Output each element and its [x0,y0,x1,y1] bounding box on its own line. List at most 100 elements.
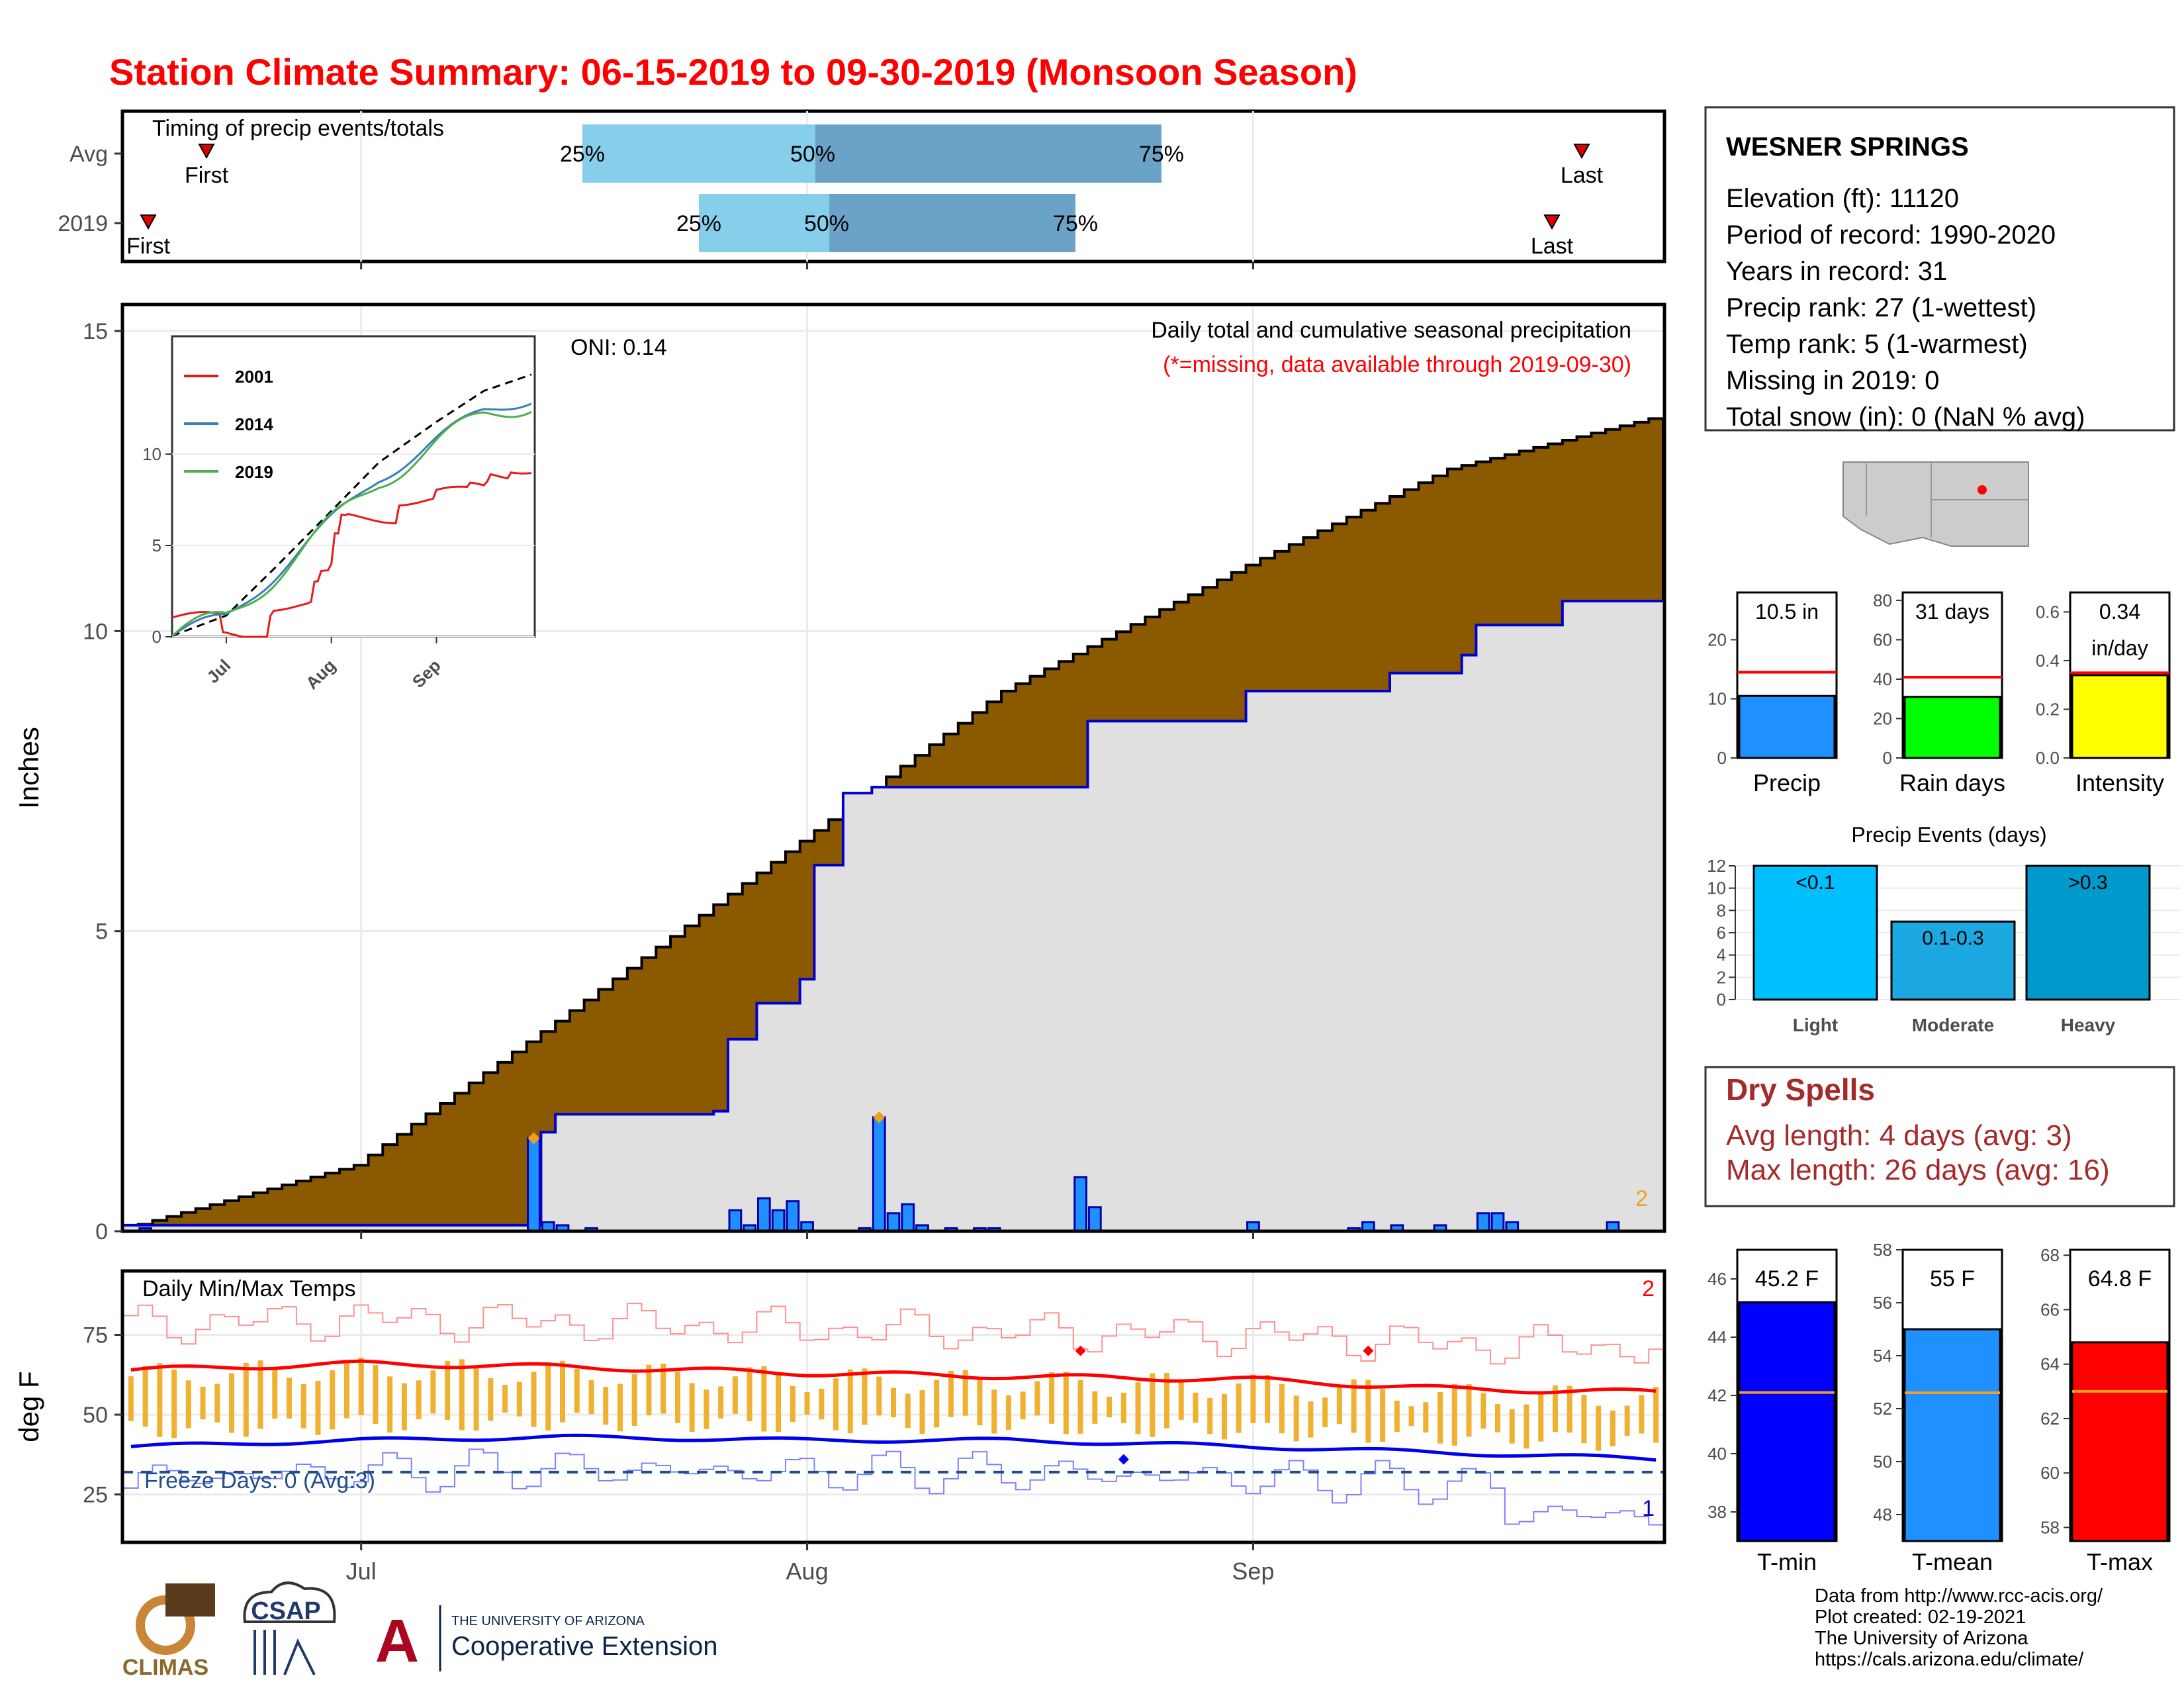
y-tick-label: 5 [95,919,108,945]
summary-y-tick-label: 10 [1707,689,1727,709]
dry-spells-title: Dry Spells [1726,1072,1875,1107]
daily-temp-range-bar [516,1382,522,1417]
event-bar [1752,865,1878,1001]
daily-temp-range-bar [1610,1410,1615,1446]
timing-band-upper [829,194,1075,252]
station-box [1704,106,2175,432]
summary-y-tick-label: 0.2 [2036,699,2060,719]
summary-y-tick-label: 60 [1873,630,1892,649]
daily-temp-range-bar [1063,1372,1069,1434]
summary-value-label: 0.34 [2099,600,2140,624]
station-info-line: Period of record: 1990-2020 [1726,220,2056,250]
daily-temp-range-bar [991,1389,997,1434]
temp-summary-y-tick-label: 44 [1707,1327,1727,1347]
daily-temp-range-bar [646,1364,652,1416]
temp-summary-y-tick-label: 62 [2040,1409,2060,1429]
daily-temp-range-bar [962,1370,968,1416]
event-bar-label: >0.3 [2068,872,2107,894]
temp-summary-bar [1903,1328,2001,1542]
daily-temp-range-bar [732,1376,738,1414]
daily-temp-range-bar [1034,1381,1040,1416]
chart-header: Daily total and cumulative seasonal prec… [1151,318,1631,343]
temp-summary-label: T-mean [1912,1548,1993,1575]
record-low-marker [1118,1454,1129,1465]
inset-series-2019 [171,410,532,637]
corner-top-count: 2 [1642,1276,1655,1301]
temp-summary-y-tick-label: 60 [2040,1463,2060,1483]
credit-line: Plot created: 02-19-2021 [1815,1607,2026,1628]
credit-line: https://cals.arizona.edu/climate/ [1815,1649,2084,1670]
daily-temp-range-bar [214,1383,220,1423]
summary-value-label: 10.5 in [1755,600,1819,624]
precip-panel: 0 5 10 15 Inches Daily total and cumulative s… [13,303,1666,1244]
temp-summary-y-tick-label: 58 [2040,1517,2060,1537]
daily-temp-range-bar [1236,1383,1242,1433]
daily-temp-range-bar [330,1370,336,1430]
inset-legend-label: 2019 [235,462,273,482]
daily-temp-range-bar [977,1378,983,1426]
oni-label: ONI: 0.14 [570,335,667,360]
inset-x-tick-label: Jul [203,655,234,687]
precip-panel-frame [120,303,1666,1233]
temp-summary-y-tick-label: 48 [1873,1505,1892,1524]
cumulative-2019-line [124,600,1663,1227]
timing-band-upper [815,124,1161,183]
event-bar-label: <0.1 [1796,872,1835,894]
station-name: WESNER SPRINGS [1726,132,1969,162]
temp-y-tick-label: 50 [83,1403,108,1428]
station-location-dot [1978,485,1987,494]
daily-temp-range-bar [272,1367,278,1419]
temp-summary-value: 45.2 F [1755,1266,1819,1291]
daily-precip-bar [1490,1212,1505,1233]
timing-row-label: Avg [69,142,108,167]
cumulative-2019-area [124,601,1663,1231]
station-info-line: Precip rank: 27 (1-wettest) [1726,293,2036,322]
location-map [1843,461,2029,547]
record-high-marker [1363,1345,1374,1356]
summary-label: Intensity [2075,769,2164,796]
timing-band-lower [699,194,829,252]
last-event-marker [1573,144,1590,160]
temp-summary-y-tick-label: 40 [1707,1444,1727,1464]
page-title: Station Climate Summary: 06-15-2019 to 0… [109,51,1357,93]
map-borders [1866,462,2028,538]
temp-y-axis-label: deg F [13,1371,44,1442]
events-y-tick-label: 4 [1717,945,1726,965]
daily-temp-range-bar [300,1383,306,1429]
inset-legend-label: 2001 [235,367,273,387]
daily-temp-range-bar [1509,1409,1515,1444]
daily-temp-range-bar [776,1374,782,1432]
record-low-line [124,1448,1663,1526]
daily-temp-range-bar [862,1368,868,1425]
daily-temp-range-bar [1250,1374,1256,1423]
daily-precip-bar [1087,1206,1102,1233]
corner-count: 2 [1635,1186,1648,1211]
temp-label: Daily Min/Max Temps [142,1276,355,1301]
credits: Data from http://www.rcc-acis.org/Plot c… [1815,1585,2103,1670]
temp-x-tick-label: Sep [1232,1558,1274,1585]
first-event-marker [140,214,157,230]
daily-temp-range-bar [905,1393,911,1429]
daily-temp-range-bar [1408,1406,1414,1427]
daily-temp-range-bar [1049,1372,1055,1424]
daily-temp-range-bar [1567,1385,1572,1433]
daily-temp-range-bar [1077,1380,1083,1434]
precip-events-chart: Precip Events (days) <0.1 Light 0.1-0.3 Mode… [1707,823,2181,1035]
summary-y-tick-label: 80 [1873,590,1892,610]
daily-temp-range-bar [1092,1391,1098,1424]
freeze-days-label: Freeze Days: 0 (Avg:3) [144,1468,375,1493]
summary-y-tick-label: 0.4 [2036,651,2060,671]
daily-precip-bar [1073,1176,1087,1233]
daily-precip-bar [527,1137,541,1233]
station-info-line: Years in record: 31 [1726,257,1947,286]
temp-summary-y-tick-label: 58 [1873,1240,1892,1260]
average-tmax-line [130,1359,1657,1395]
daily-temp-range-bar [1380,1389,1386,1442]
daily-temp-range-bar [1552,1385,1558,1432]
daily-temp-range-bar [1221,1393,1227,1440]
daily-temp-range-bar [1107,1397,1113,1418]
dry-spells-frame [1704,1066,2175,1207]
daily-temp-range-bar [1135,1382,1141,1434]
daily-temp-range-bar [1524,1404,1529,1449]
last-label: Last [1561,163,1604,188]
